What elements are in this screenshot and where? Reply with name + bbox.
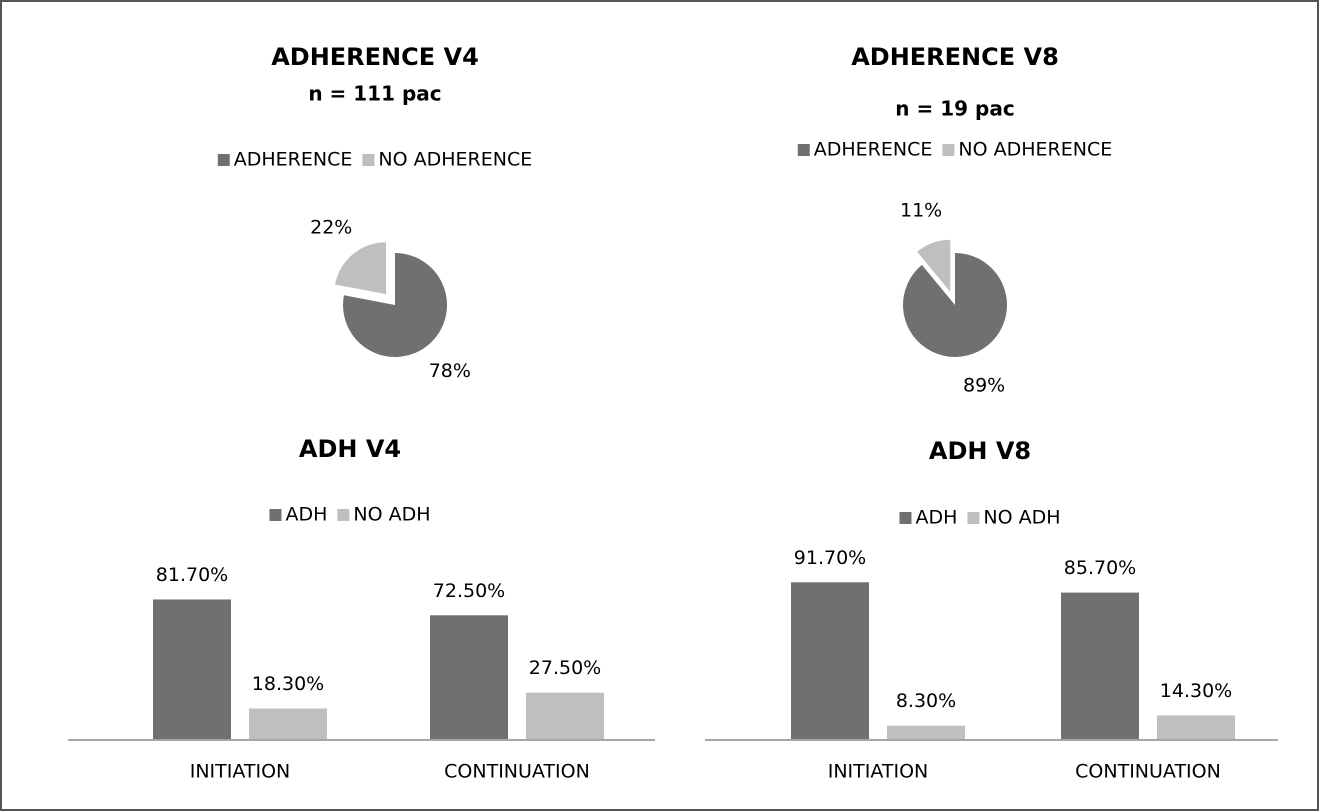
data-label: 8.30% [896,690,956,712]
bar [791,582,869,740]
legend-label: ADH [915,507,957,529]
chart-title: ADHERENCE V8 [851,43,1059,71]
legend-swatch [269,509,282,521]
x-tick-label: CONTINUATION [1075,761,1221,783]
legend-swatch [362,154,375,166]
pie-slice [917,239,951,292]
chart-title: ADH V8 [929,437,1031,465]
chart-subtitle: n = 19 pac [895,97,1014,121]
data-label: 11% [900,199,942,221]
x-tick-label: CONTINUATION [444,761,590,783]
legend-swatch [337,509,350,521]
bar [887,725,965,740]
legend-label: ADH [285,504,327,526]
legend-swatch [899,512,912,524]
data-label: 18.30% [252,673,324,695]
bar [430,615,508,740]
data-label: 22% [310,216,352,238]
pie-slice [334,242,387,295]
bar [1157,715,1235,740]
legend-swatch [942,144,955,156]
legend-swatch [797,144,810,156]
pie-slice [903,253,1007,358]
legend-label: NO ADH [353,504,430,526]
chart-title: ADHERENCE V4 [271,43,479,71]
x-tick-label: INITIATION [828,761,929,783]
legend-label: NO ADHERENCE [378,149,532,171]
legend-label: ADHERENCE [814,139,933,161]
legend-swatch [967,512,980,524]
legend-label: ADHERENCE [234,149,353,171]
chart-title: ADH V4 [299,435,401,463]
legend-label: NO ADHERENCE [958,139,1112,161]
bar [526,692,604,740]
bar [1061,592,1139,740]
data-label: 81.70% [156,564,228,586]
data-label: 14.30% [1160,680,1232,702]
data-label: 72.50% [433,580,505,602]
bar [249,708,327,740]
pie-slice [342,253,447,358]
data-label: 78% [429,360,471,382]
data-label: 91.70% [794,547,866,569]
data-label: 85.70% [1064,557,1136,579]
x-tick-label: INITIATION [190,761,291,783]
data-label: 27.50% [529,657,601,679]
data-label: 89% [963,374,1005,396]
legend-label: NO ADH [983,507,1060,529]
chart-subtitle: n = 111 pac [308,82,441,106]
bar [153,599,231,740]
legend-swatch [217,154,230,166]
